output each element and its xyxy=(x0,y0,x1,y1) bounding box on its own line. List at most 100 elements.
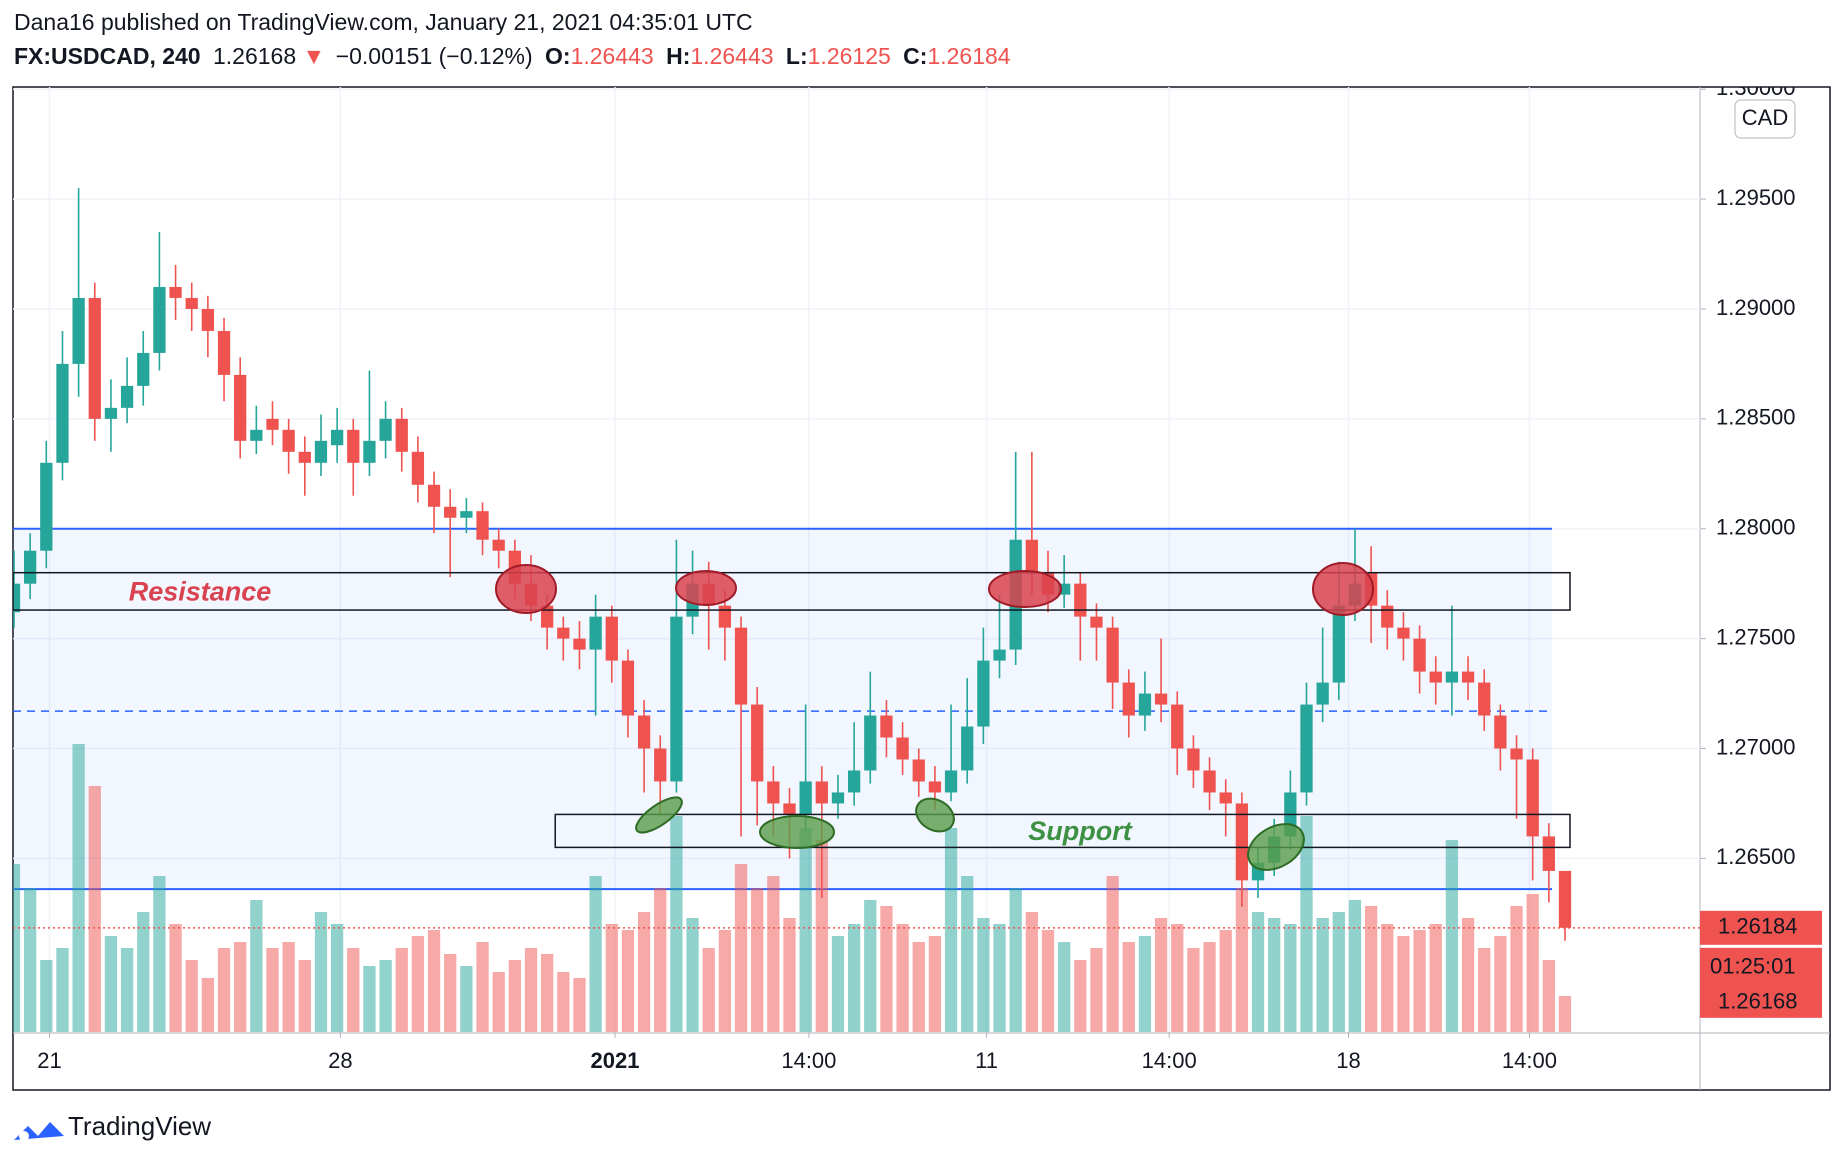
candle-body xyxy=(589,616,602,650)
candle-body xyxy=(1154,693,1168,705)
volume-bar xyxy=(1332,912,1345,1032)
volume-bar xyxy=(524,948,538,1032)
volume-bar xyxy=(541,954,554,1032)
volume-bar xyxy=(1009,888,1022,1032)
candle-body xyxy=(201,308,215,331)
candle-body xyxy=(492,539,505,551)
candle-body xyxy=(1106,627,1119,683)
candle-body xyxy=(298,451,311,463)
candle-body xyxy=(88,297,101,419)
candle-body xyxy=(751,704,764,782)
candle-body xyxy=(363,440,376,463)
volume-bar xyxy=(1187,948,1200,1032)
symbol: FX:USDCAD, 240 xyxy=(14,43,201,69)
candle-body xyxy=(1478,682,1491,716)
volume-bar xyxy=(250,900,263,1032)
candle-body xyxy=(961,726,974,771)
volume-bar xyxy=(977,918,990,1032)
open: 1.26443 xyxy=(571,43,654,69)
y-tick-label: 1.29000 xyxy=(1716,295,1796,320)
volume-bar xyxy=(153,876,166,1032)
volume-bar xyxy=(379,960,392,1032)
candle-body xyxy=(1235,803,1249,881)
volume-bar xyxy=(1203,942,1216,1032)
ohlc-line: FX:USDCAD, 240 1.26168 ▼ −0.00151 (−0.12… xyxy=(14,43,1011,69)
volume-bar xyxy=(1041,930,1055,1032)
candle-body xyxy=(56,363,69,463)
candle-body xyxy=(427,484,441,507)
volume-bar xyxy=(1348,900,1362,1032)
plot-area: Resistance Support xyxy=(13,87,1700,1032)
candle-body xyxy=(912,759,925,782)
candle-body xyxy=(654,748,667,782)
volume-bar xyxy=(234,942,247,1032)
volume-bar xyxy=(1494,936,1507,1032)
candle-body xyxy=(1413,638,1426,672)
low-label: L: xyxy=(786,43,808,69)
candle-body xyxy=(347,429,360,463)
volume-bar xyxy=(201,978,215,1032)
volume-bar xyxy=(104,936,118,1032)
candle-body xyxy=(1445,671,1459,683)
volume-bar xyxy=(896,924,909,1032)
volume-bar xyxy=(1381,924,1394,1032)
volume-bar xyxy=(1074,960,1087,1032)
volume-bar xyxy=(1300,816,1313,1032)
volume-bar xyxy=(621,930,635,1032)
x-tick-label: 14:00 xyxy=(1502,1048,1557,1073)
volume-bar xyxy=(56,948,69,1032)
support-touch xyxy=(759,815,835,849)
candle-body xyxy=(928,781,942,793)
volume-bar xyxy=(72,744,85,1032)
volume-bar xyxy=(1171,924,1184,1032)
volume-bar xyxy=(1526,894,1539,1032)
volume-bar xyxy=(282,942,295,1032)
volume-bar xyxy=(120,948,134,1032)
currency-badge xyxy=(1734,99,1796,139)
volume-bar xyxy=(1284,924,1297,1032)
candle-body xyxy=(1171,704,1184,749)
candle-body xyxy=(395,418,408,452)
candle-body xyxy=(314,440,328,463)
volume-bar xyxy=(718,930,732,1032)
candle-body xyxy=(1300,704,1313,793)
zone-box xyxy=(554,813,1571,849)
volume-bar xyxy=(1397,936,1410,1032)
candle-body xyxy=(637,715,651,749)
candle-body xyxy=(444,506,457,518)
y-tick-label: 1.28500 xyxy=(1716,405,1796,430)
volume-bar xyxy=(734,864,748,1032)
volume-bar xyxy=(1090,948,1103,1032)
volume-bar xyxy=(1461,918,1475,1032)
candle-body xyxy=(24,550,37,584)
candle-body xyxy=(718,605,732,628)
candle-body xyxy=(266,418,279,430)
volume-bar xyxy=(492,972,505,1032)
candle-body xyxy=(1510,748,1523,760)
candle-body xyxy=(1397,627,1410,639)
support-touch xyxy=(915,797,955,833)
candle-body xyxy=(282,429,295,452)
volume-bar xyxy=(1138,936,1152,1032)
x-tick-label: 2021 xyxy=(591,1048,640,1073)
volume-bar xyxy=(444,954,457,1032)
volume-bar xyxy=(347,948,360,1032)
volume-bar xyxy=(169,924,182,1032)
candle-body xyxy=(1203,770,1216,793)
volume-bar xyxy=(1413,930,1426,1032)
candle-body xyxy=(1058,583,1071,595)
candle-body xyxy=(1316,682,1329,705)
zone-box xyxy=(13,571,1571,611)
candle-body xyxy=(1542,836,1555,871)
candle-body xyxy=(1138,693,1152,716)
volume-bar xyxy=(670,816,683,1032)
zone-label: Resistance xyxy=(129,576,272,606)
volume-bar xyxy=(1316,918,1329,1032)
candle-body xyxy=(605,616,618,661)
x-tick-label: 28 xyxy=(328,1048,352,1073)
candle-body xyxy=(783,803,796,815)
volume-bar xyxy=(815,840,828,1032)
candle-body xyxy=(767,781,780,804)
candle-body xyxy=(864,715,877,771)
volume-bar xyxy=(185,960,198,1032)
